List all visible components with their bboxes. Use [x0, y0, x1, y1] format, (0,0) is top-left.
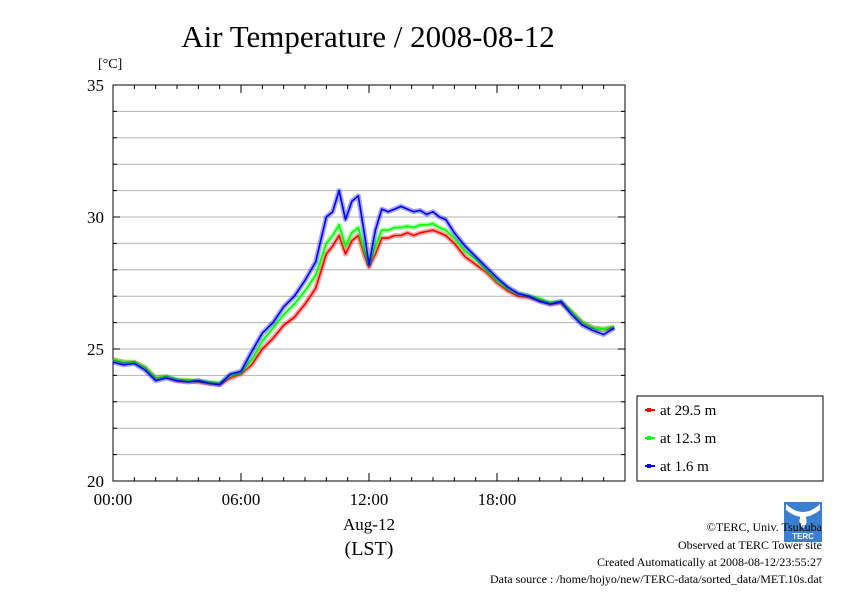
legend-marker: [647, 436, 651, 440]
x-tick-label: 06:00: [222, 490, 261, 509]
terc-logo: TERC: [784, 502, 822, 542]
y-tick-label: 35: [87, 76, 104, 95]
series-halo: [112, 188, 616, 388]
x-axis-label: (LST): [345, 538, 394, 560]
legend: at 29.5 m at 12.3 m at 1.6 m: [636, 395, 824, 482]
x-tick-label: 00:00: [94, 490, 133, 509]
y-axis-unit: [°C]: [98, 57, 122, 72]
x-tick-label: 18:00: [478, 490, 517, 509]
y-tick-label: 25: [87, 340, 104, 359]
series-line: [112, 189, 615, 386]
y-tick-label: 30: [87, 208, 104, 227]
tick-labels: 20 25 30 35 00:00 06:00 12:00 18:00: [87, 76, 516, 509]
x-axis-date-label: Aug-12: [343, 515, 395, 534]
legend-marker: [647, 408, 651, 412]
logo-text: TERC: [792, 532, 814, 541]
footer-observed: Observed at TERC Tower site: [678, 538, 822, 552]
footer-credit: ©TERC, Univ. Tsukuba: [707, 520, 823, 534]
grid-lines: [113, 110, 625, 456]
footer-created: Created Automatically at 2008-08-12/23:5…: [597, 555, 822, 569]
legend-label: at 12.3 m: [660, 431, 717, 447]
legend-marker: [647, 464, 651, 468]
legend-label: at 1.6 m: [660, 459, 709, 475]
axis-ticks: [112, 84, 626, 482]
chart-title: Air Temperature / 2008-08-12: [181, 19, 554, 54]
x-tick-label: 12:00: [350, 490, 389, 509]
y-tick-label: 20: [87, 472, 104, 491]
footer-source: Data source : /home/hojyo/new/TERC-data/…: [490, 572, 823, 586]
series-lines: [112, 188, 616, 388]
plot-area-frame: [112, 84, 626, 482]
legend-box: [636, 395, 824, 482]
legend-label: at 29.5 m: [660, 403, 717, 419]
